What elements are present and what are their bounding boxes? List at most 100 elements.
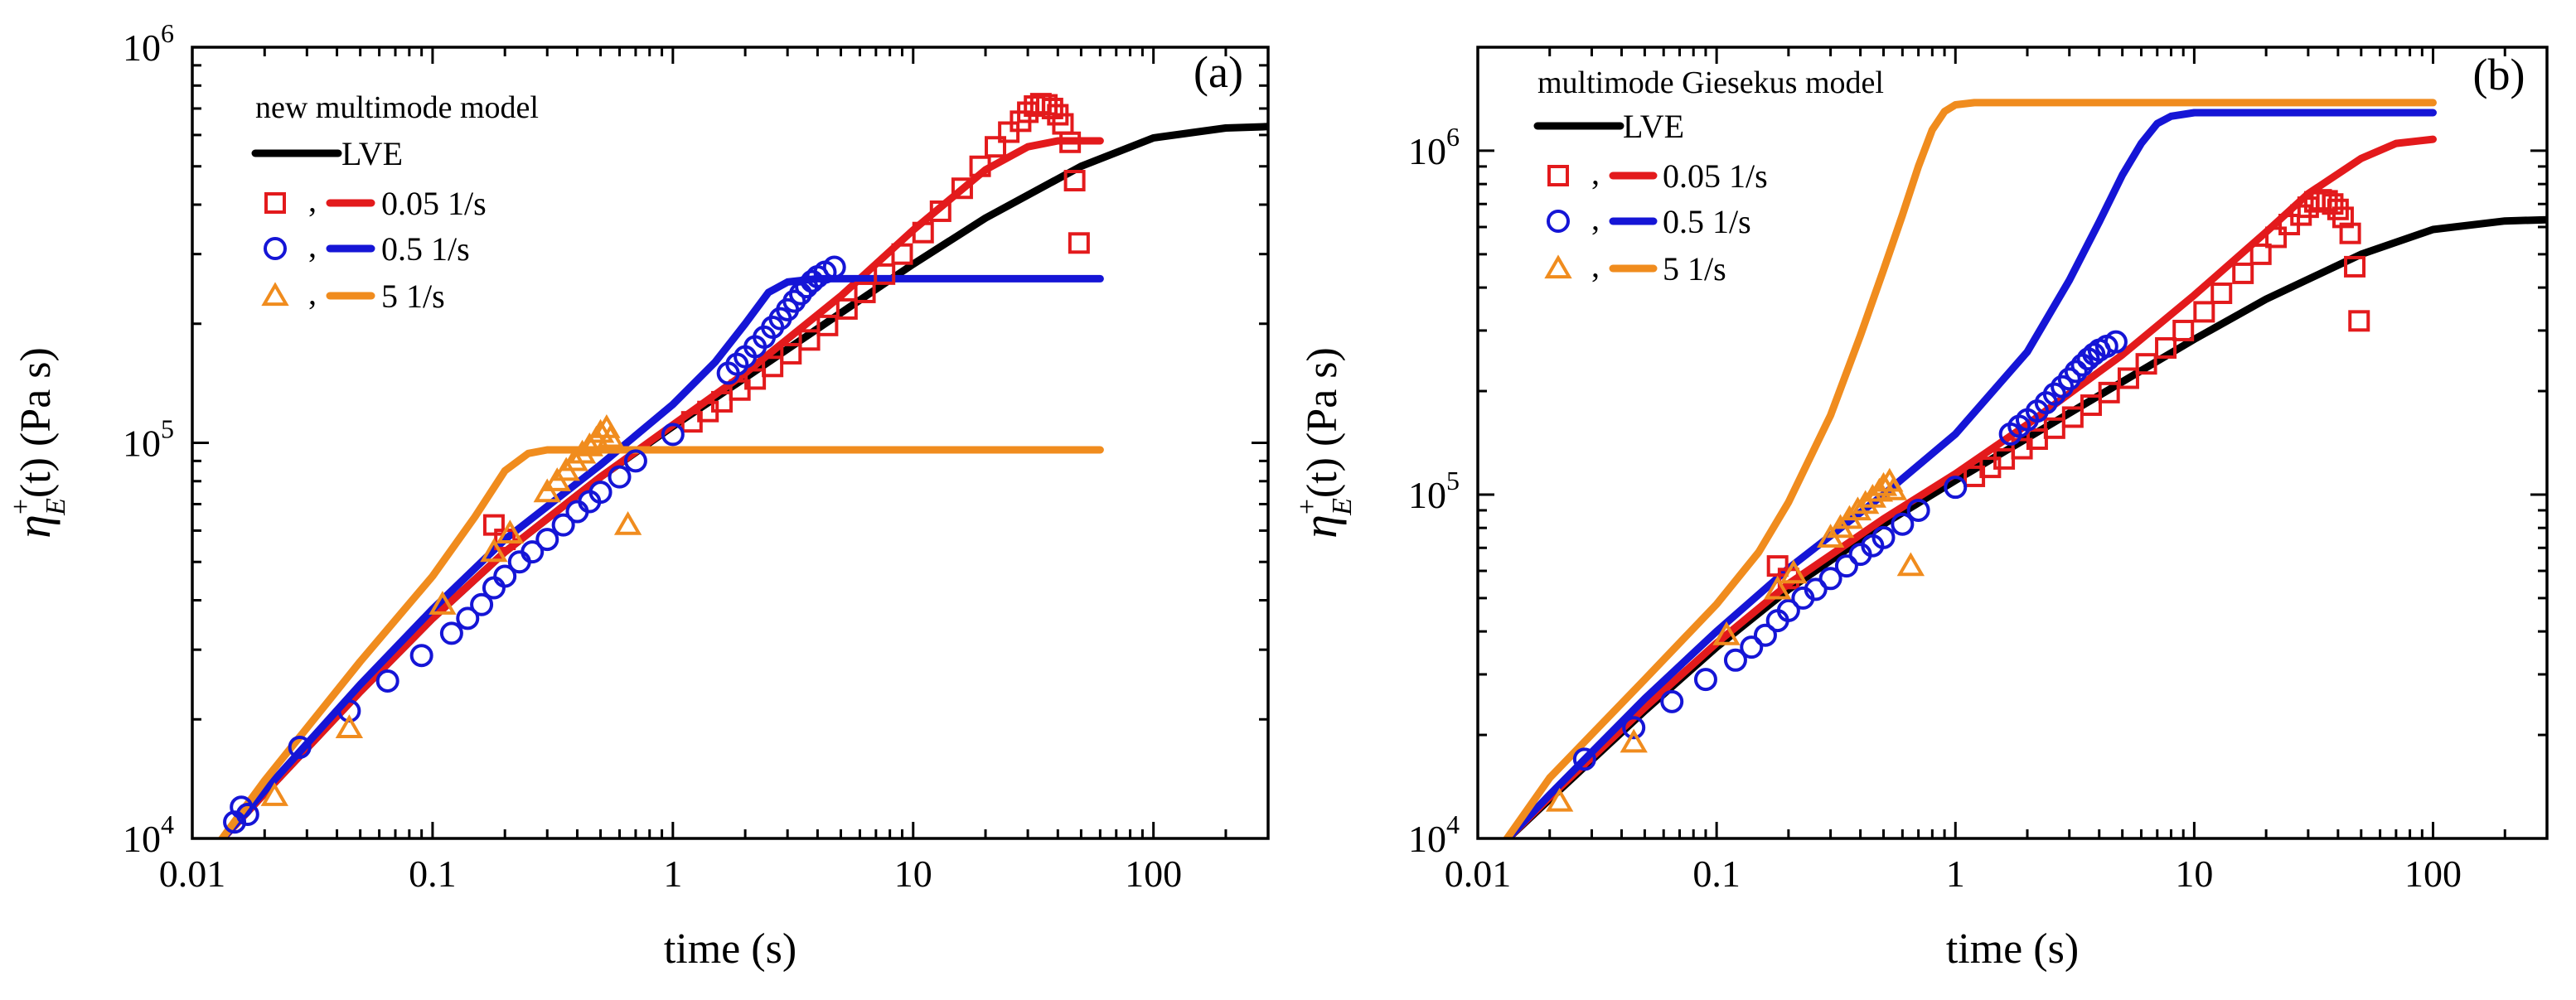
x-tick-label: 10 — [2175, 853, 2213, 895]
chart-panel-b: 0.01 0.1 1 10 100 104 105 106 time (s) η+ E(t) (Pa… — [1292, 46, 2549, 973]
legend-marker-square — [1547, 165, 1569, 186]
y-tick-label: 105 — [123, 414, 174, 465]
legend-marker-square — [264, 192, 286, 214]
data-point-triangle — [1712, 621, 1741, 645]
legend-entry-circle: , 0.5 1/s — [1547, 200, 1751, 240]
legend-label: 5 1/s — [381, 278, 445, 315]
data-point-circle — [782, 289, 806, 313]
legend-title: multimode Giesekus model — [1537, 65, 1884, 100]
data-point-square — [2135, 353, 2157, 375]
data-point-square — [2249, 243, 2272, 265]
data-point-circle — [1906, 498, 1930, 522]
legend-entry-triangle: , 5 1/s — [1544, 247, 1726, 287]
data-point-circle — [1776, 598, 1800, 622]
data-point-triangle — [613, 510, 642, 535]
series-line-0-5-1-s — [217, 274, 1104, 838]
data-point-circle — [535, 528, 559, 552]
data-point-triangle — [480, 538, 508, 563]
data-point-circle — [588, 481, 613, 505]
data-point-square — [711, 390, 734, 413]
data-point-square — [1059, 131, 1082, 153]
legend-marker-circle — [1547, 210, 1570, 233]
data-point-circle — [608, 465, 632, 489]
data-point-circle — [375, 669, 399, 693]
data-point-circle — [409, 644, 433, 668]
data-point-triangle — [568, 439, 597, 464]
legend-entry-triangle: , 5 1/s — [261, 274, 445, 315]
series-markers-circle — [1572, 330, 2128, 771]
data-point-square — [985, 136, 1007, 158]
data-point-triangle — [1843, 496, 1872, 521]
data-point-circle — [1804, 577, 1828, 601]
x-tick-label: 100 — [2404, 853, 2462, 895]
data-point-circle — [822, 255, 846, 279]
data-point-square — [816, 314, 839, 336]
legend-marker-circle — [264, 237, 287, 260]
data-point-square — [2080, 394, 2102, 417]
legend-entry-square: , 0.05 1/s — [264, 181, 487, 222]
data-point-square — [1766, 555, 1789, 577]
data-point-square — [2348, 310, 2370, 332]
data-point-square — [912, 221, 934, 244]
data-point-circle — [623, 449, 647, 473]
x-tick-label: 0.1 — [1692, 853, 1741, 895]
data-point-square — [2043, 417, 2065, 439]
data-point-square — [1068, 232, 1090, 254]
series-markers-triangle — [1545, 467, 1925, 812]
data-point-circle — [1572, 747, 1596, 771]
data-point-circle — [2042, 382, 2066, 406]
data-point-triangle — [1858, 483, 1887, 508]
data-point-square — [2210, 282, 2233, 304]
data-point-circle — [1834, 554, 1858, 578]
y-tick-label: 104 — [1408, 809, 1460, 860]
data-point-circle — [1660, 689, 1684, 713]
legend-separator: , — [1591, 154, 1600, 191]
data-point-triangle — [1779, 559, 1808, 584]
data-point-circle — [2057, 367, 2081, 391]
y-tick-label: 104 — [123, 809, 174, 860]
data-point-circle — [230, 795, 254, 819]
data-point-circle — [1818, 567, 1842, 591]
legend-entry-circle: , 0.5 1/s — [264, 227, 470, 268]
data-point-square — [929, 200, 951, 222]
data-point-square — [874, 263, 896, 285]
legend-title: new multimode model — [255, 90, 539, 125]
data-point-square — [2117, 367, 2139, 389]
legend-label: 0.05 1/s — [381, 185, 487, 222]
legend-entry-lve: LVE — [251, 135, 403, 172]
legend-marker-triangle — [261, 282, 289, 307]
data-point-square — [951, 177, 973, 200]
data-point-circle — [1740, 635, 1764, 659]
data-point-triangle — [260, 782, 288, 806]
data-point-square — [798, 329, 821, 351]
y-tick-label: 106 — [1408, 122, 1460, 172]
axis-ticks — [191, 46, 1270, 840]
data-point-square — [2155, 336, 2177, 359]
data-point-square — [2172, 319, 2195, 341]
x-axis-title: time (s) — [664, 925, 797, 973]
y-axis-title: η+ E(t) (Pa s) — [1292, 347, 1358, 539]
data-point-circle — [470, 592, 494, 616]
x-axis-title: time (s) — [1946, 925, 2079, 973]
data-point-triangle — [560, 447, 588, 471]
legend-label: LVE — [341, 135, 403, 172]
data-point-square — [835, 297, 858, 320]
series-line-5-1-s — [1502, 99, 2437, 838]
data-point-triangle — [596, 423, 625, 448]
legend-separator: , — [1591, 247, 1600, 284]
data-point-circle — [288, 735, 312, 759]
data-point-triangle — [1896, 552, 1925, 577]
data-point-square — [2344, 255, 2366, 278]
legend-separator: , — [1591, 200, 1600, 237]
legend-separator: , — [308, 227, 317, 264]
data-point-circle — [1753, 623, 1777, 647]
data-point-square — [2331, 206, 2354, 229]
series-line-0-05-1-s — [217, 137, 1104, 838]
data-point-square — [998, 121, 1020, 143]
legend-label: 0.05 1/s — [1663, 157, 1768, 195]
data-point-triangle — [1545, 787, 1574, 812]
legend: multimode Giesekus model LVE, 0.05 1/s, 0.5… — [1533, 65, 1884, 287]
series-markers-square — [482, 93, 1090, 551]
data-point-circle — [2104, 330, 2128, 354]
